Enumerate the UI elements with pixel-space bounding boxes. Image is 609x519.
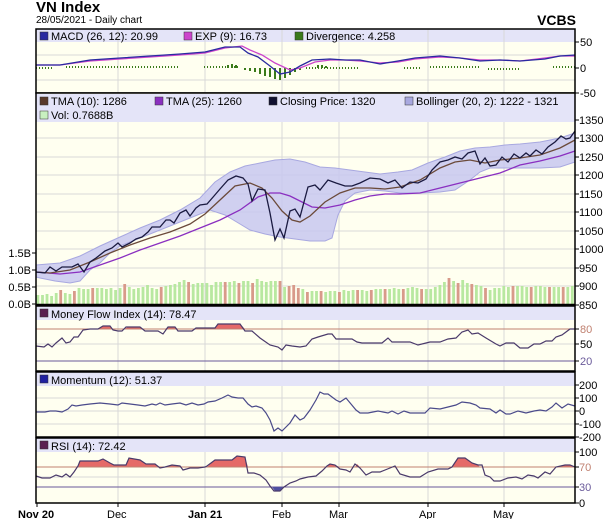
volume-ytick: 1.5B — [8, 248, 31, 260]
rsi-legend-swatch — [39, 440, 49, 450]
macd-legend-swatch — [39, 31, 49, 41]
volume-ytick: 0.5B — [8, 282, 31, 294]
momentum-ytick: 100 — [579, 393, 597, 405]
x-tick-label: Feb — [272, 509, 291, 519]
volume-legend-label: Vol: 0.7688B — [51, 110, 113, 122]
macd-ytick: 0 — [580, 63, 586, 75]
macd-legend-label: MACD (26, 12): 20.99 — [51, 31, 158, 43]
momentum-ytick: 0 — [579, 406, 585, 418]
x-tick-label: Mar — [329, 509, 348, 519]
chart-title: VN Index — [36, 0, 101, 16]
bollinger-legend-label: Bollinger (20, 2): 1222 - 1321 — [416, 96, 558, 108]
exp-legend-swatch — [183, 31, 193, 41]
mfi-ytick: 50 — [580, 339, 592, 351]
tma25-legend-label: TMA (25): 1260 — [166, 96, 242, 108]
volume-ytick: 0.0B — [8, 299, 31, 311]
mfi-legend-label: Money Flow Index (14): 78.47 — [51, 309, 197, 321]
momentum-ytick: -100 — [579, 419, 601, 431]
exp-legend-label: EXP (9): 16.73 — [195, 31, 267, 43]
price-ytick: 1000 — [579, 244, 603, 256]
momentum-legend-label: Momentum (12): 51.37 — [51, 375, 162, 387]
volume-ytick: 1.0B — [8, 265, 31, 277]
mfi-legend-swatch — [39, 308, 49, 318]
rsi-ytick: 0 — [579, 498, 585, 510]
momentum-ytick: 200 — [579, 380, 597, 392]
momentum-panel: Momentum (12): 51.37 200 100 0 -100 -200 — [35, 371, 601, 444]
price-ytick: 1250 — [579, 152, 603, 164]
macd-ytick: 50 — [580, 37, 592, 49]
macd-ytick: -50 — [580, 88, 596, 100]
x-tick-label: Jan 21 — [188, 509, 222, 519]
rsi-ytick: 100 — [579, 447, 597, 459]
x-tick-label: May — [493, 509, 514, 519]
rsi-ytick: 30 — [579, 482, 591, 494]
x-tick-label: Dec — [107, 509, 127, 519]
x-axis: Nov 20 Dec Jan 21 Feb Mar Apr May — [18, 503, 514, 519]
price-panel: TMA (10): 1286 TMA (25): 1260 Closing Pr… — [8, 92, 603, 312]
volume-legend-swatch — [39, 110, 49, 120]
bollinger-legend-swatch — [404, 96, 414, 106]
price-ytick: 1300 — [579, 133, 603, 145]
tma25-legend-swatch — [154, 96, 164, 106]
tma10-legend-swatch — [39, 96, 49, 106]
chart-subtitle: 28/05/2021 - Daily chart — [36, 15, 143, 26]
tma10-legend-label: TMA (10): 1286 — [51, 96, 127, 108]
mfi-ytick: 80 — [580, 324, 592, 336]
price-ytick: 1050 — [579, 226, 603, 238]
x-tick-label: Apr — [419, 509, 436, 519]
price-ytick: 1200 — [579, 170, 603, 182]
price-ytick: 950 — [579, 263, 597, 275]
rsi-ytick: 70 — [579, 462, 591, 474]
divergence-legend-swatch — [294, 31, 304, 41]
volume-bars — [36, 278, 574, 305]
momentum-ytick: -200 — [579, 432, 601, 444]
brand-label: VCBS — [537, 12, 576, 28]
mfi-panel: Money Flow Index (14): 78.47 80 50 20 — [35, 305, 592, 372]
x-tick-label: Nov 20 — [18, 509, 54, 519]
momentum-legend-swatch — [39, 374, 49, 384]
mfi-ytick: 20 — [580, 356, 592, 368]
price-ytick: 1150 — [579, 189, 603, 201]
rsi-panel: RSI (14): 72.42 100 70 30 0 — [35, 437, 597, 510]
price-ytick: 1350 — [579, 115, 603, 127]
price-ytick: 850 — [579, 300, 597, 312]
close-legend-swatch — [268, 96, 278, 106]
close-legend-label: Closing Price: 1320 — [280, 96, 375, 108]
price-ytick: 900 — [579, 281, 597, 293]
macd-panel: MACD (26, 12): 20.99 EXP (9): 16.73 Dive… — [35, 28, 596, 100]
divergence-legend-label: Divergence: 4.258 — [306, 31, 395, 43]
rsi-legend-label: RSI (14): 72.42 — [51, 441, 126, 453]
price-ytick: 1100 — [579, 207, 603, 219]
